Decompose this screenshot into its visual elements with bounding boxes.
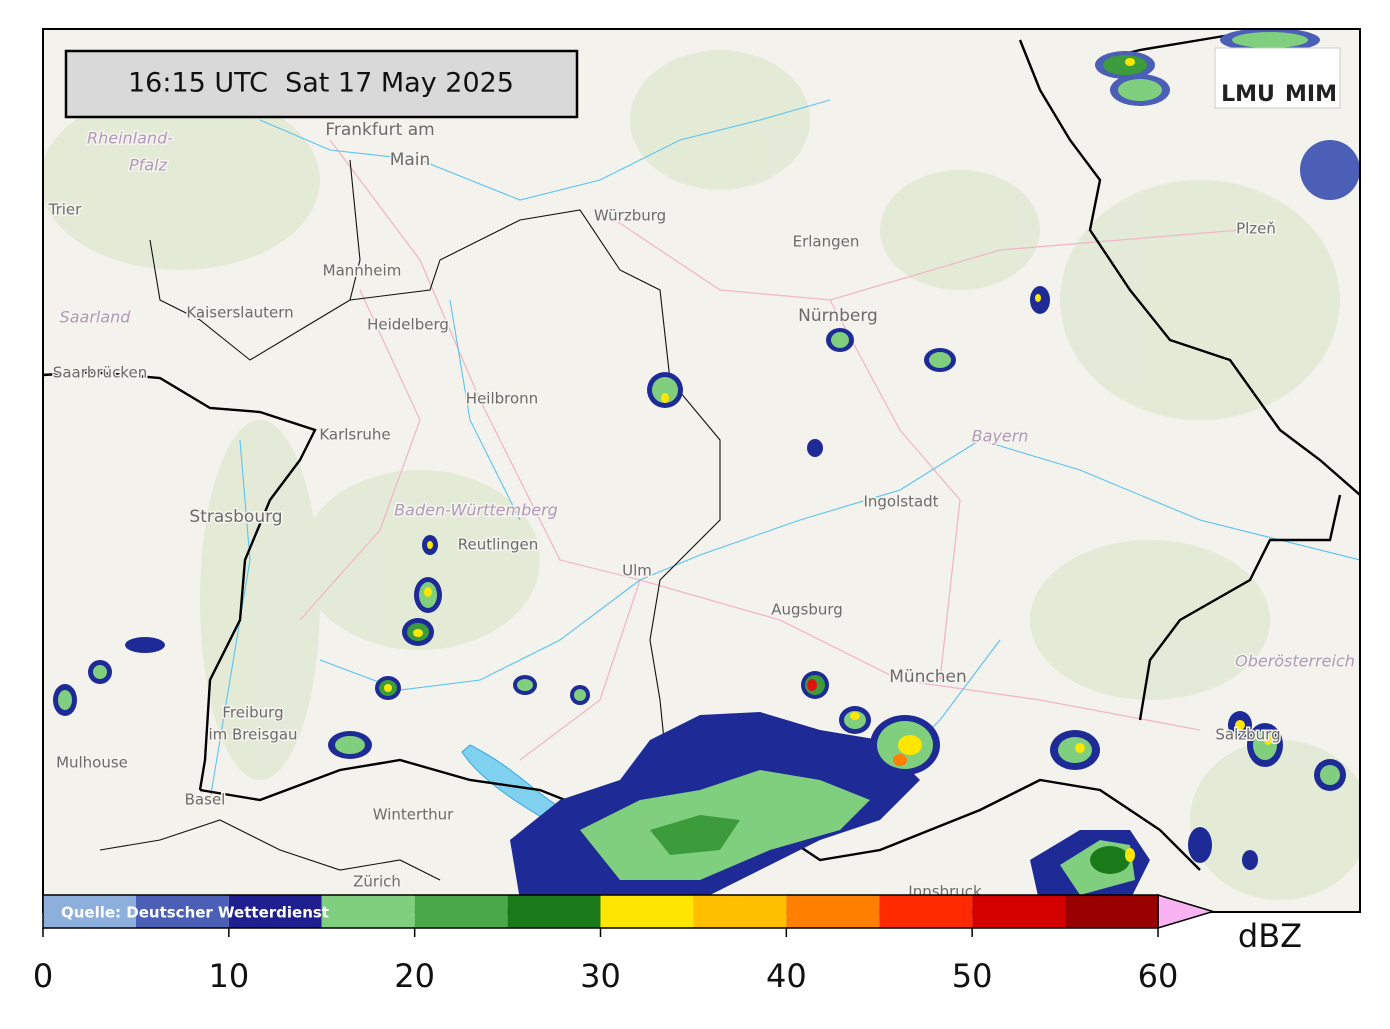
place-label: Pfalz	[129, 156, 168, 175]
colorbar-segment	[321, 895, 415, 928]
logo-box	[1214, 47, 1341, 109]
place-label: Main	[390, 150, 431, 170]
logo-lmu: LMU	[1221, 82, 1275, 107]
place-label: Augsburg	[771, 601, 843, 619]
colorbar-tick-label: 10	[208, 957, 249, 995]
place-label: Winterthur	[373, 806, 454, 824]
place-label: Baden-Württemberg	[394, 501, 558, 520]
colorbar-segment	[600, 895, 694, 928]
colorbar-segment	[43, 895, 136, 928]
colorbar-segment	[972, 895, 1066, 928]
map-area: Frankfurt am Main Rheinland- Pfalz Trier Würz…	[43, 29, 1360, 912]
colorbar: 0 10 20 30 40 50 60	[33, 893, 1216, 995]
place-label: Strasbourg	[189, 507, 282, 527]
colorbar-tick-label: 30	[580, 957, 621, 995]
place-label: Salzburg	[1215, 726, 1280, 744]
place-label: Basel	[185, 791, 226, 809]
place-label: Bayern	[972, 427, 1029, 446]
place-label: Saarbrücken	[53, 364, 147, 382]
colorbar-tick-label: 40	[766, 957, 807, 995]
place-label: Zürich	[353, 873, 401, 891]
colorbar-tick-label: 60	[1138, 957, 1179, 995]
place-label: Ingolstadt	[863, 493, 938, 511]
place-label: Mulhouse	[56, 754, 128, 772]
place-label: Würzburg	[594, 207, 666, 225]
place-label: Plzeň	[1236, 220, 1276, 238]
place-label: Ulm	[622, 562, 652, 580]
logo: LMU MIM	[1214, 47, 1341, 109]
place-label: Heilbronn	[466, 390, 538, 408]
place-label: Karlsruhe	[319, 426, 390, 444]
place-label: Frankfurt am	[325, 120, 434, 140]
colorbar-segment	[414, 895, 508, 928]
colorbar-segment	[1065, 895, 1158, 928]
colorbar-segment	[693, 895, 787, 928]
borders	[43, 33, 1360, 881]
place-label: Saarland	[60, 308, 132, 327]
timestamp: 16:15 UTC Sat 17 May 2025	[128, 68, 514, 99]
colorbar-segment	[135, 895, 229, 928]
colorbar-segment	[507, 895, 601, 928]
place-label: Trier	[48, 201, 83, 219]
colorbar-segment	[786, 895, 880, 928]
place-label: Heidelberg	[367, 316, 449, 334]
place-label: Nürnberg	[798, 306, 878, 326]
place-label: Kaiserslautern	[186, 304, 293, 322]
place-label: Erlangen	[793, 233, 860, 251]
radar-echoes	[53, 29, 1360, 905]
colorbar-tick-label: 0	[33, 957, 53, 995]
place-label: im Breisgau	[208, 726, 297, 744]
source-label: Quelle: Deutscher Wetterdienst	[61, 904, 329, 922]
colorbar-segment	[228, 895, 322, 928]
colorbar-segment	[879, 895, 973, 928]
place-label: Reutlingen	[458, 536, 538, 554]
place-label: Freiburg	[222, 704, 283, 722]
place-label: München	[889, 667, 967, 687]
logo-mim: MIM	[1285, 82, 1337, 107]
colorbar-unit: dBZ	[1238, 917, 1302, 955]
place-label: Mannheim	[323, 262, 402, 280]
place-label: Oberösterreich	[1235, 652, 1355, 671]
colorbar-tick-label: 50	[952, 957, 993, 995]
forest-areas	[43, 50, 1360, 900]
colorbar-tick-label: 20	[394, 957, 435, 995]
timestamp-box	[64, 49, 579, 119]
place-label: Rheinland-	[87, 129, 173, 148]
